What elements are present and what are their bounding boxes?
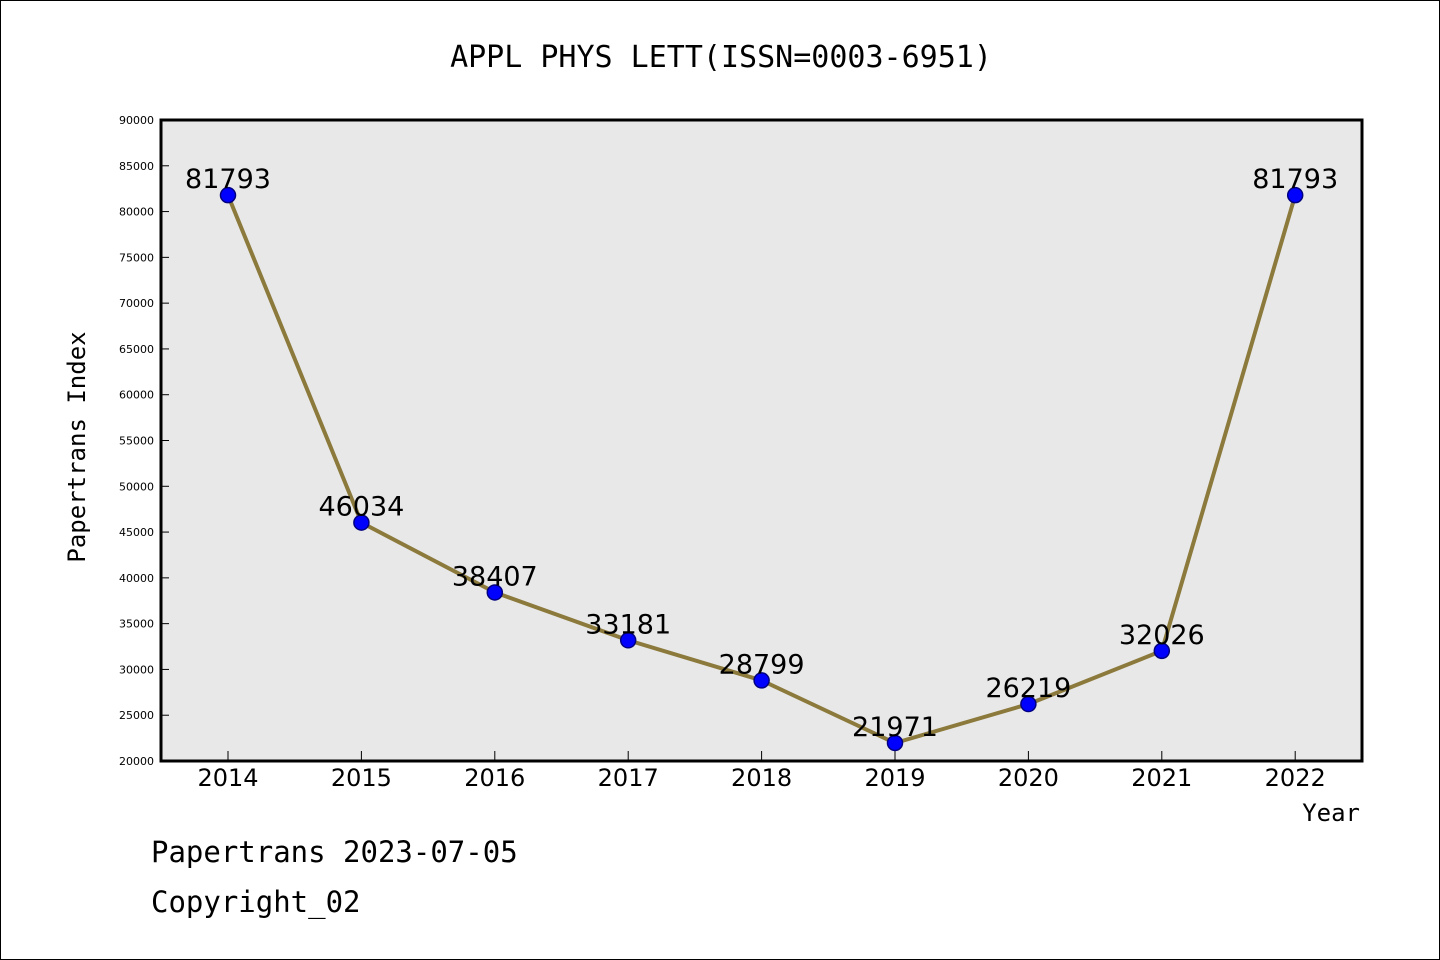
data-point — [886, 734, 904, 752]
x-axis-label: Year — [1302, 799, 1360, 827]
y-tick-label: 80000 — [119, 206, 154, 219]
data-label: 21971 — [852, 712, 938, 743]
x-tick-label: 2017 — [598, 764, 659, 792]
y-tick-label: 60000 — [119, 389, 154, 402]
data-label: 81793 — [1252, 164, 1338, 195]
data-labels: 81793 46034 38407 33181 28799 21971 26219 32026… — [185, 164, 1338, 743]
x-axis: 2014 2015 2016 2017 2018 2019 2020 2021 2022 — [197, 751, 1326, 792]
data-label: 81793 — [185, 164, 271, 195]
y-tick-label: 90000 — [119, 114, 154, 127]
y-axis: 20000 25000 30000 35000 40000 45000 50000 55000… — [119, 114, 169, 768]
data-point — [486, 584, 504, 601]
x-tick-label: 2015 — [331, 764, 392, 792]
y-tick-label: 65000 — [119, 343, 154, 356]
data-point — [1020, 695, 1037, 713]
y-tick-label: 40000 — [119, 572, 154, 585]
x-tick-label: 2018 — [731, 764, 792, 792]
y-tick-label: 30000 — [119, 663, 154, 676]
data-label: 26219 — [985, 673, 1071, 704]
x-tick-label: 2022 — [1265, 764, 1326, 792]
data-point — [619, 632, 637, 649]
y-tick-label: 55000 — [119, 435, 154, 448]
data-point — [219, 186, 237, 204]
y-axis-label: Papertrans Index — [63, 331, 91, 562]
x-tick-label: 2021 — [1131, 764, 1192, 792]
chart-title: APPL PHYS LETT(ISSN=0003-6951) — [450, 40, 992, 75]
y-tick-label: 75000 — [119, 251, 154, 264]
x-tick-label: 2020 — [998, 764, 1059, 792]
footer-copyright: Copyright_02 — [151, 885, 361, 919]
x-tick-label: 2019 — [864, 764, 925, 792]
y-tick-label: 20000 — [119, 755, 154, 768]
footer-source: Papertrans 2023-07-05 — [151, 835, 518, 869]
data-point — [1286, 186, 1304, 204]
data-label: 32026 — [1119, 620, 1205, 651]
data-markers — [219, 186, 1304, 752]
y-tick-label: 45000 — [119, 526, 154, 539]
y-tick-label: 70000 — [119, 297, 154, 310]
data-point — [753, 672, 770, 689]
y-tick-label: 25000 — [119, 709, 154, 722]
x-tick-label: 2014 — [197, 764, 258, 792]
data-label: 46034 — [318, 492, 404, 523]
y-tick-label: 85000 — [119, 160, 154, 173]
data-label: 38407 — [452, 561, 538, 592]
data-label: 33181 — [585, 609, 671, 640]
data-point — [353, 514, 370, 531]
y-tick-label: 35000 — [119, 618, 154, 631]
data-label: 28799 — [719, 649, 805, 680]
x-tick-label: 2016 — [464, 764, 525, 792]
y-tick-label: 50000 — [119, 480, 154, 493]
data-point — [1153, 642, 1171, 660]
